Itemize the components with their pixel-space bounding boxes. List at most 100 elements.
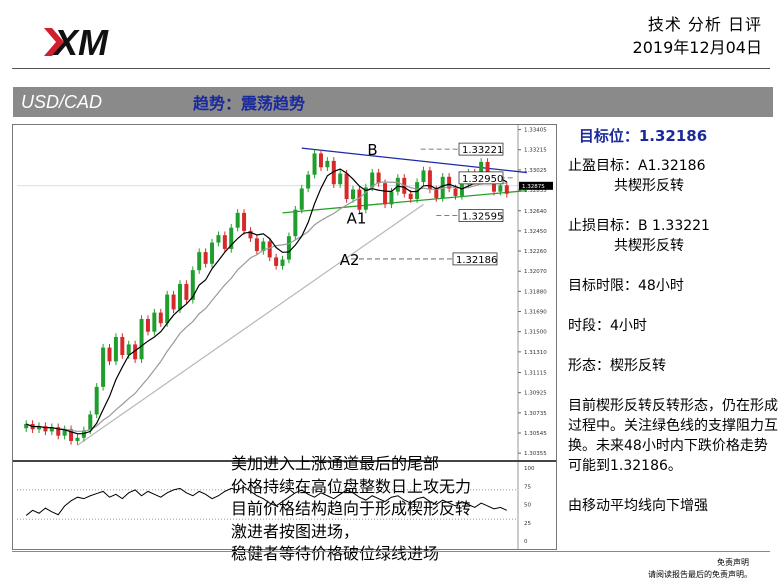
- candle-body: [415, 182, 420, 200]
- candle-body: [306, 174, 311, 189]
- candle: [94, 383, 99, 419]
- candle: [24, 420, 29, 432]
- candle: [325, 157, 330, 171]
- candle-body: [235, 212, 240, 228]
- candle: [197, 248, 202, 274]
- candle-body: [171, 294, 176, 310]
- candle-body: [434, 189, 439, 199]
- time-limit: 目标时限：48小时: [568, 278, 684, 294]
- y-tick-label: 1.32260: [524, 249, 547, 255]
- candle-body: [504, 185, 509, 194]
- point-label-b: B: [367, 141, 377, 159]
- candle-body: [126, 344, 131, 356]
- candle: [447, 173, 452, 193]
- candle-body: [363, 187, 368, 210]
- candle-body: [197, 252, 202, 271]
- indicator-tick-label: 100: [524, 466, 535, 472]
- title-bar: USD/CAD 趋势：震荡趋势: [13, 87, 773, 117]
- candle-body: [145, 318, 150, 332]
- indicator-tick-label: 75: [524, 484, 531, 490]
- candle-body: [485, 161, 490, 178]
- timeframe: 时段：4小时: [568, 318, 647, 334]
- candle: [152, 308, 157, 336]
- y-tick-label: 1.30735: [524, 411, 547, 417]
- candlestick-chart: 1.33405 1.33215 1.33025 1.32835 1.32640 1.324…: [13, 125, 556, 549]
- candle-body: [344, 173, 349, 200]
- candle: [363, 183, 368, 214]
- candle: [222, 231, 227, 253]
- candle: [351, 185, 356, 203]
- candle: [357, 185, 362, 214]
- candle-body: [216, 235, 221, 243]
- candle: [229, 224, 234, 253]
- chart-annotation: 美加进入上涨通道最后的尾部 价格持续在高位盘整数日上攻无力 目前价格结构趋向于形…: [231, 453, 471, 566]
- candle-body: [383, 183, 388, 205]
- y-tick-label: 1.31690: [524, 310, 547, 316]
- candle-body: [210, 242, 215, 264]
- candle: [177, 280, 182, 314]
- candle-body: [184, 283, 189, 300]
- candle-body: [190, 270, 195, 300]
- candle: [69, 425, 74, 445]
- y-tick-label: 1.31500: [524, 330, 547, 336]
- candle: [107, 343, 112, 366]
- fast-moving-average: [25, 168, 508, 435]
- candle: [133, 340, 138, 363]
- current-price-label: 1.32875: [522, 184, 545, 190]
- candle-body: [242, 212, 247, 231]
- candle: [101, 343, 106, 391]
- candle: [395, 174, 400, 196]
- chart-panel: 1.33405 1.33215 1.33025 1.32835 1.32640 1.324…: [12, 124, 557, 563]
- y-tick-label: 1.31880: [524, 289, 547, 295]
- price-box-label: 1.32950: [462, 174, 503, 185]
- description: 目前楔形反转反转形态，仍在形成过程中。关注绿色线的支撑阻力互换。未来48小时内下…: [568, 398, 778, 474]
- candle-body: [139, 318, 144, 360]
- candle-body: [408, 193, 413, 200]
- candle-body: [165, 294, 170, 324]
- candle-body: [427, 170, 432, 190]
- price-box: [458, 171, 504, 185]
- candle-body: [299, 188, 304, 210]
- candle: [312, 149, 317, 179]
- candle-body: [267, 241, 272, 258]
- candle: [331, 157, 336, 188]
- candle-body: [286, 236, 291, 260]
- y-tick-label: 1.32450: [524, 229, 547, 235]
- candle-body: [376, 172, 381, 184]
- candle-body: [49, 427, 54, 432]
- current-price-box: [519, 181, 553, 190]
- candle-body: [101, 347, 106, 387]
- candle: [261, 237, 266, 255]
- candle: [49, 423, 54, 436]
- candle-body: [261, 241, 266, 252]
- price-box-label: 1.32595: [462, 212, 503, 223]
- y-tick-label: 1.30355: [524, 451, 547, 457]
- candle: [139, 315, 144, 363]
- oscillator-line: [25, 486, 508, 516]
- candle: [293, 205, 298, 240]
- price-box: [458, 209, 504, 222]
- candle-body: [248, 230, 253, 239]
- candle-body: [56, 427, 61, 436]
- currency-pair: USD/CAD: [21, 91, 103, 112]
- candle-body: [447, 176, 452, 189]
- candle: [267, 237, 272, 262]
- candle-body: [203, 252, 208, 264]
- candle-body: [421, 170, 426, 183]
- y-tick-label: 1.31115: [524, 371, 547, 377]
- candle-body: [491, 177, 496, 192]
- candle-body: [280, 259, 285, 266]
- candle-body: [293, 209, 298, 237]
- y-tick-label: 1.33025: [524, 168, 547, 174]
- take-profit-line-1: 止盈目标：A1.32186: [568, 158, 706, 174]
- stop-loss: 止损目标：B 1.33221 共楔形反转: [568, 216, 778, 256]
- candle: [415, 178, 420, 203]
- report-date: 2019年12月04日: [632, 38, 762, 57]
- candle: [504, 181, 509, 198]
- long-term-trendline: [77, 203, 424, 446]
- candle-body: [158, 312, 163, 324]
- candle-body: [318, 153, 323, 168]
- candle: [280, 255, 285, 270]
- candle-body: [498, 185, 503, 192]
- candle-body: [24, 423, 29, 429]
